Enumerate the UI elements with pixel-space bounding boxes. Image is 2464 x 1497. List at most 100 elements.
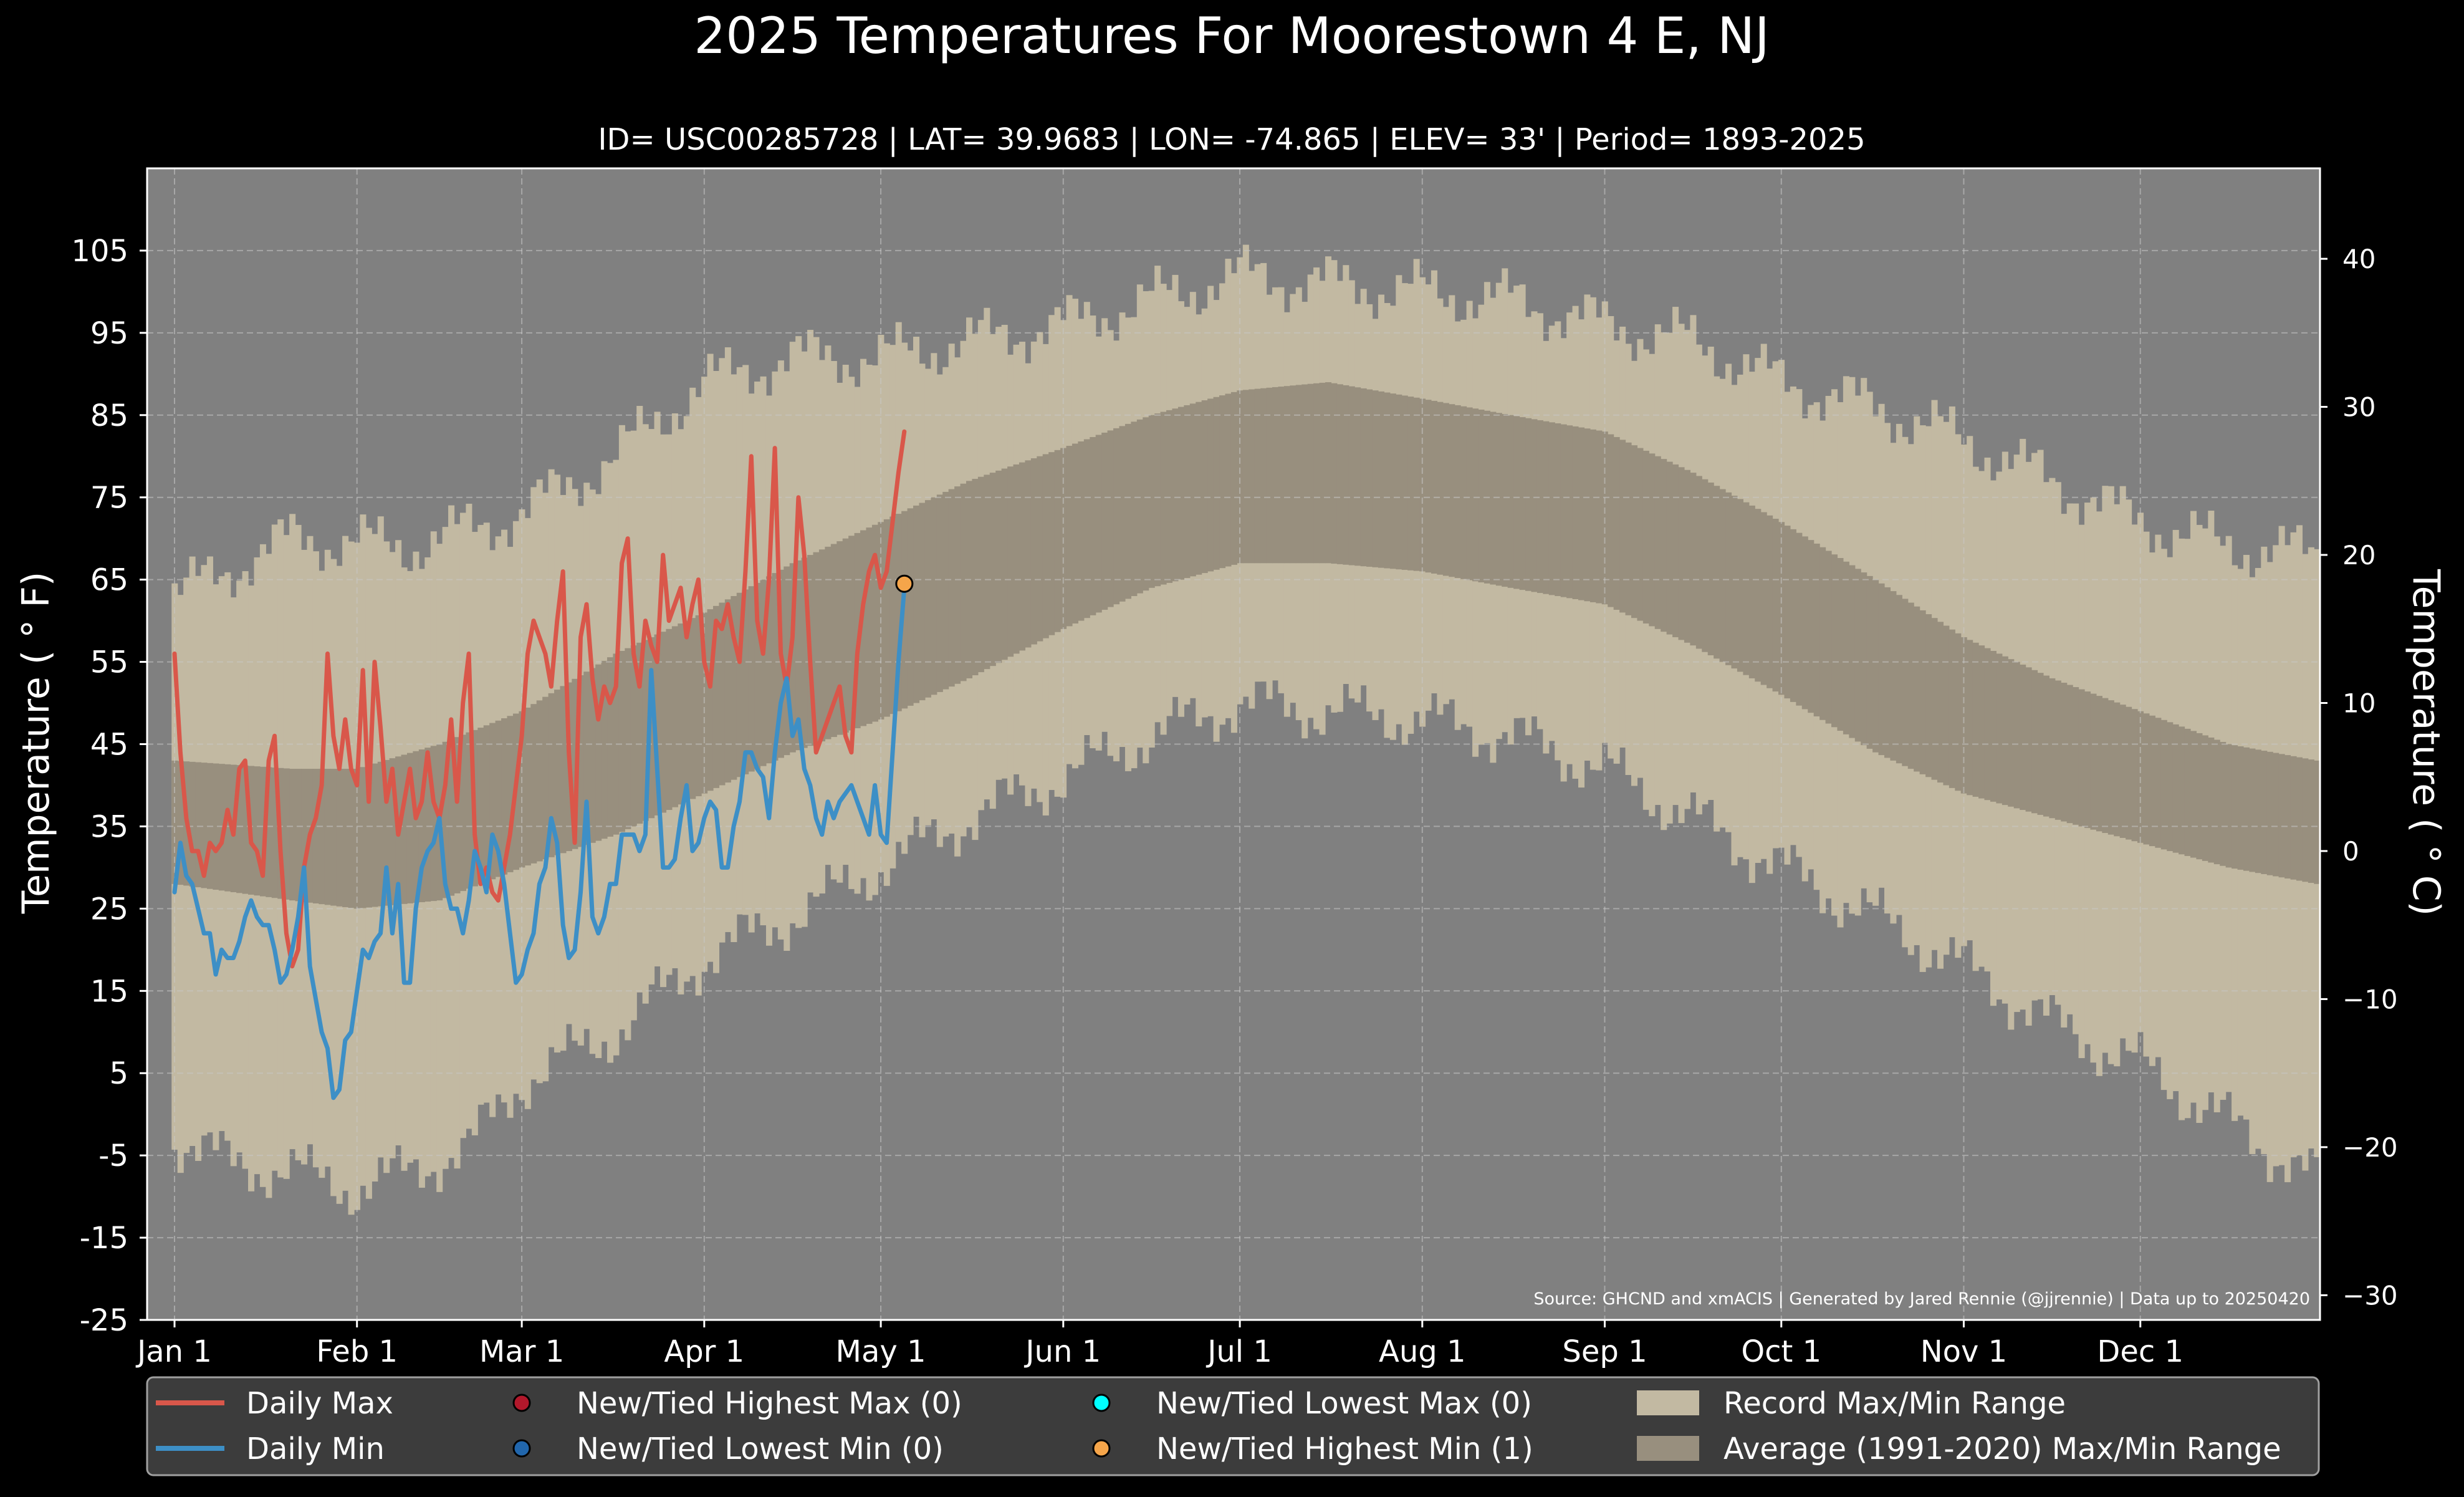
average-range-bar	[1531, 419, 1538, 592]
average-range-bar	[1990, 650, 1997, 802]
average-range-bar	[1854, 569, 1861, 742]
average-range-bar	[536, 700, 543, 862]
average-range-bar	[1661, 459, 1667, 632]
average-range-bar	[2031, 670, 2038, 814]
average-range-bar	[1967, 640, 1973, 796]
average-range-bar	[678, 623, 684, 805]
average-range-bar	[1654, 456, 1661, 629]
average-range-bar	[2049, 678, 2056, 819]
legend-label: Daily Max	[246, 1386, 393, 1421]
average-range-bar	[2061, 682, 2068, 822]
average-range-bar	[213, 763, 219, 890]
average-range-bar	[1560, 424, 1567, 597]
average-range-bar	[1001, 468, 1008, 660]
average-range-bar	[554, 690, 561, 855]
average-range-bar	[1095, 435, 1102, 613]
average-range-bar	[607, 657, 614, 837]
average-range-bar	[1442, 403, 1449, 576]
y-tick-label: 105	[71, 234, 128, 269]
average-range-bar	[2078, 689, 2085, 827]
average-range-bar	[1460, 406, 1467, 579]
average-range-bar	[1949, 629, 1955, 788]
average-range-bar	[477, 728, 484, 884]
average-range-bar	[283, 768, 290, 900]
average-range-bar	[2202, 735, 2208, 861]
average-range-bar	[689, 618, 696, 799]
average-range-bar	[671, 626, 678, 807]
average-range-bar	[2126, 706, 2132, 840]
average-range-bar	[1449, 404, 1455, 577]
average-range-bar	[1219, 395, 1226, 569]
x-tick-label: Feb 1	[316, 1334, 398, 1369]
average-range-bar	[401, 754, 408, 904]
legend-swatch-patch	[1637, 1436, 1699, 1461]
x-tick-label: Oct 1	[1741, 1334, 1821, 1369]
x-tick-label: Mar 1	[479, 1334, 564, 1369]
average-range-bar	[1230, 392, 1237, 565]
average-range-bar	[1407, 397, 1414, 570]
average-range-bar	[1384, 392, 1391, 569]
x-tick-label: Dec 1	[2097, 1334, 2184, 1369]
average-range-bar	[1260, 388, 1267, 564]
average-range-bar	[1048, 452, 1055, 635]
average-range-bar	[2084, 691, 2091, 829]
y-tick-label: 25	[90, 892, 128, 927]
average-range-bar	[1543, 421, 1550, 594]
average-range-bar	[818, 549, 825, 742]
average-range-bar	[1389, 393, 1396, 569]
average-range-bar	[765, 576, 772, 764]
average-range-bar	[271, 768, 278, 898]
y-tick-label: 55	[90, 645, 128, 680]
average-range-bar	[1925, 614, 1932, 777]
average-range-bar	[1755, 509, 1762, 682]
average-range-bar	[866, 527, 873, 724]
average-range-bar	[560, 686, 567, 854]
average-range-bar	[707, 609, 714, 791]
average-range-bar	[2249, 748, 2256, 872]
y-tick-label: 75	[90, 481, 128, 516]
average-range-bar	[1425, 400, 1432, 573]
average-range-bar	[1225, 393, 1232, 567]
average-range-bar	[266, 767, 272, 897]
y-tick-label-celsius: 20	[2342, 540, 2375, 570]
average-range-bar	[2243, 747, 2250, 871]
average-range-bar	[2090, 693, 2097, 830]
average-range-bar	[1578, 427, 1585, 600]
chart-subtitle: ID= USC00285728 | LAT= 39.9683 | LON= -7…	[598, 122, 1865, 157]
average-range-bar	[1101, 432, 1108, 610]
average-range-bar	[1861, 572, 1867, 746]
average-range-bar	[459, 734, 466, 892]
average-range-bar	[1254, 388, 1261, 564]
average-range-bar	[2278, 754, 2285, 878]
y-tick-label: 85	[90, 398, 128, 433]
average-range-bar	[1325, 382, 1332, 564]
legend-box	[146, 1376, 2320, 1476]
average-range-bar	[1124, 423, 1131, 599]
average-range-bar	[1189, 403, 1196, 577]
legend-swatch-dot	[512, 1439, 531, 1458]
average-range-bar	[1649, 453, 1656, 627]
average-range-bar	[1366, 389, 1373, 567]
average-range-bar	[1878, 583, 1885, 756]
average-range-bar	[1866, 575, 1873, 749]
average-range-bar	[830, 544, 837, 738]
average-range-bar	[648, 637, 655, 819]
average-range-bar	[2096, 696, 2102, 832]
average-range-bar	[413, 751, 419, 903]
average-range-bar	[1160, 412, 1167, 585]
average-range-bar	[1702, 479, 1709, 652]
average-range-bar	[2290, 756, 2297, 880]
daily-min-line	[172, 585, 907, 1100]
average-range-bar	[1054, 450, 1061, 632]
average-range-bar	[201, 763, 208, 888]
average-range-bar	[372, 763, 378, 907]
y-tick-label: 15	[90, 974, 128, 1009]
x-tick-label: Sep 1	[1562, 1334, 1647, 1369]
average-range-bar	[2314, 760, 2321, 884]
average-range-bar	[1295, 385, 1302, 564]
average-range-bar	[1596, 430, 1603, 604]
average-range-bar	[360, 767, 367, 908]
average-range-bar	[2237, 746, 2244, 870]
y-tick-label: 5	[109, 1056, 128, 1091]
